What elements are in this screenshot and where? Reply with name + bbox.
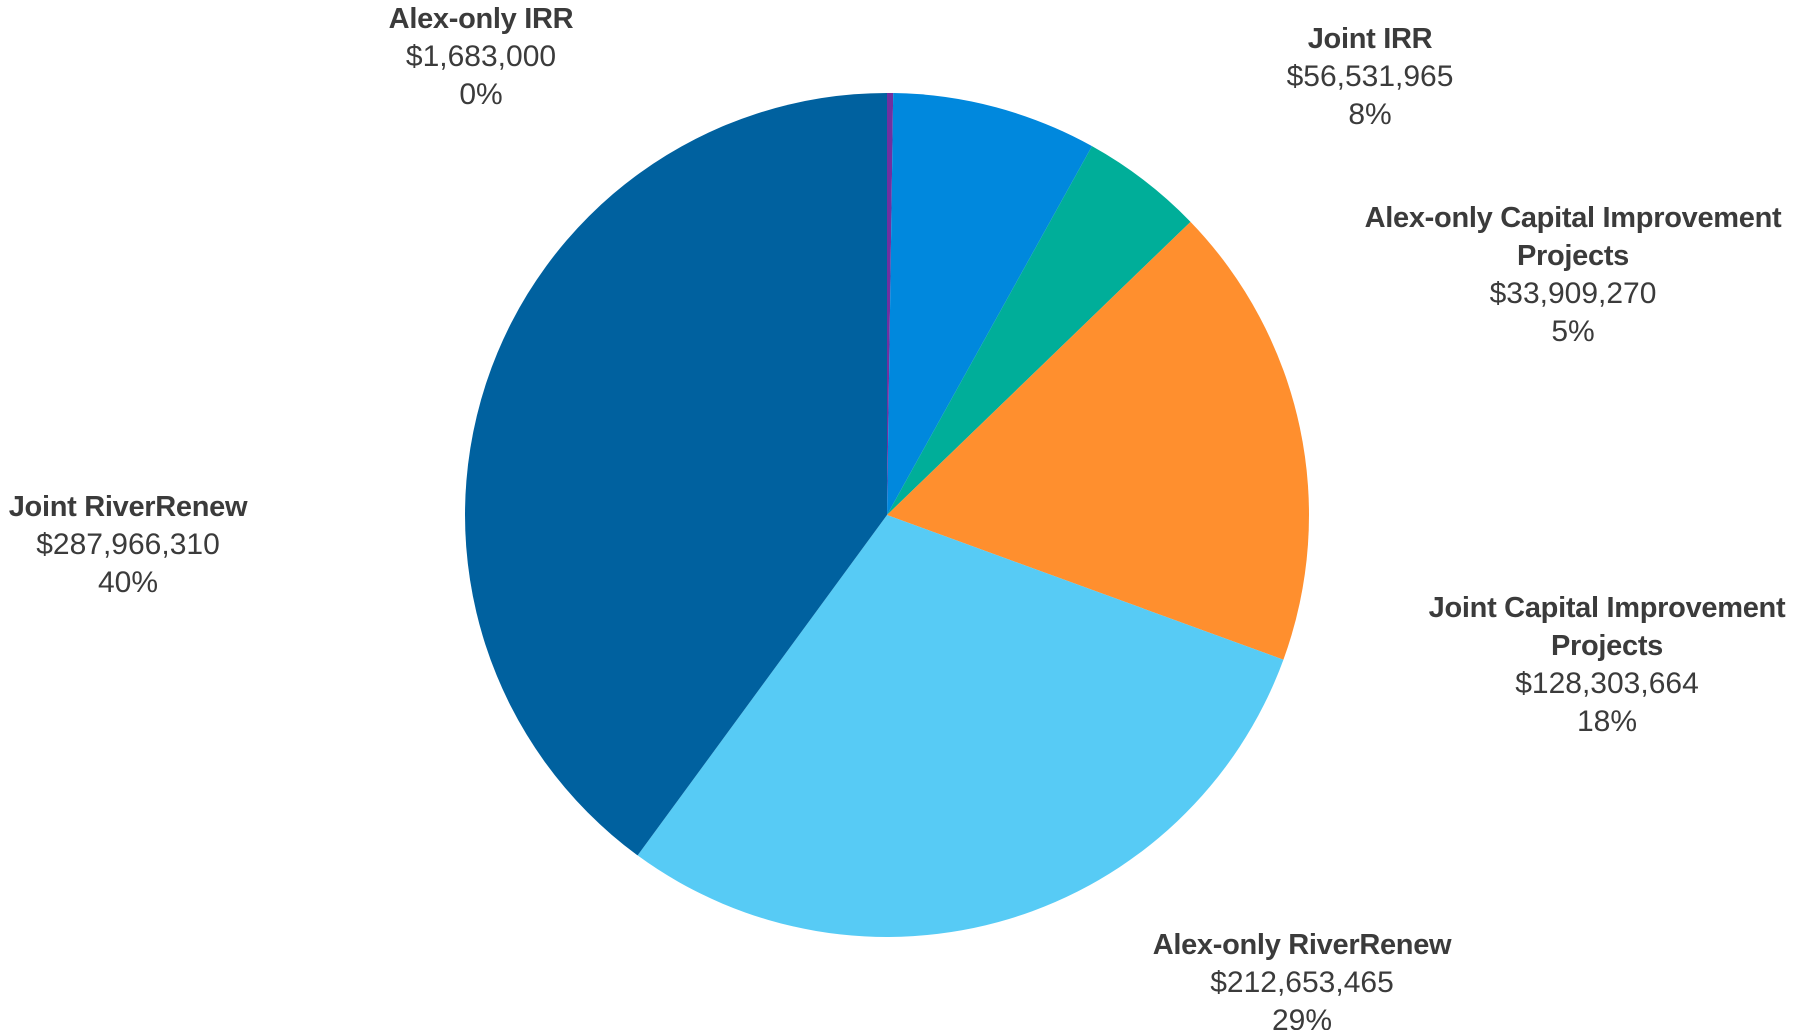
slice-value-label: $33,909,270 — [1490, 277, 1657, 310]
slice-label-alex-only-capital-improvement-projects: Alex-only Capital Improvement Projects $33… — [1365, 202, 1783, 348]
slice-name: Alex-only RiverRenew — [1153, 929, 1452, 961]
pie-slices — [465, 93, 1309, 937]
pie-slice-joint-riverrenew — [465, 93, 887, 856]
slice-name: Projects — [1551, 630, 1663, 662]
slice-percent-label: 29% — [1272, 1004, 1332, 1030]
slice-name: Joint RiverRenew — [9, 491, 248, 523]
slice-percent-label: 5% — [1551, 315, 1594, 348]
slice-label-joint-irr: Joint IRR $56,531,965 8% — [1287, 23, 1454, 131]
pie-slice-joint-irr — [887, 93, 1093, 516]
slice-name: Alex-only Capital Improvement — [1365, 202, 1782, 234]
slice-name: Projects — [1517, 240, 1629, 272]
slice-value-label: $56,531,965 — [1287, 60, 1454, 93]
pie-labels: Alex-only IRR $1,683,000 0% Joint IRR $56,53… — [9, 3, 1787, 1030]
slice-value-label: $212,653,465 — [1210, 966, 1394, 999]
slice-percent-label: 8% — [1348, 98, 1391, 131]
slice-value-label: $287,966,310 — [36, 528, 220, 561]
slice-percent-label: 40% — [98, 566, 158, 599]
pie-slice-alex-only-riverrenew — [637, 515, 1284, 937]
slice-percent-label: 18% — [1577, 705, 1637, 738]
slice-label-alex-only-irr: Alex-only IRR $1,683,000 0% — [389, 3, 574, 111]
slice-label-joint-riverrenew: Joint RiverRenew $287,966,310 40% — [9, 491, 249, 599]
slice-name: Alex-only IRR — [389, 3, 574, 35]
slice-label-alex-only-riverrenew: Alex-only RiverRenew $212,653,465 29% — [1153, 929, 1453, 1030]
slice-value-label: $1,683,000 — [406, 40, 556, 73]
slice-name: Joint Capital Improvement — [1429, 592, 1786, 624]
slice-label-joint-capital-improvement-projects: Joint Capital Improvement Projects $128,30… — [1429, 592, 1787, 738]
pie-slice-alex-only-capital-improvement-projects — [887, 146, 1191, 515]
slice-value-label: $128,303,664 — [1515, 667, 1699, 700]
slice-percent-label: 0% — [459, 78, 502, 111]
pie-slice-joint-capital-improvement-projects — [887, 221, 1309, 660]
slice-name: Joint IRR — [1308, 23, 1433, 55]
pie-slice-alex-only-irr — [887, 93, 894, 515]
